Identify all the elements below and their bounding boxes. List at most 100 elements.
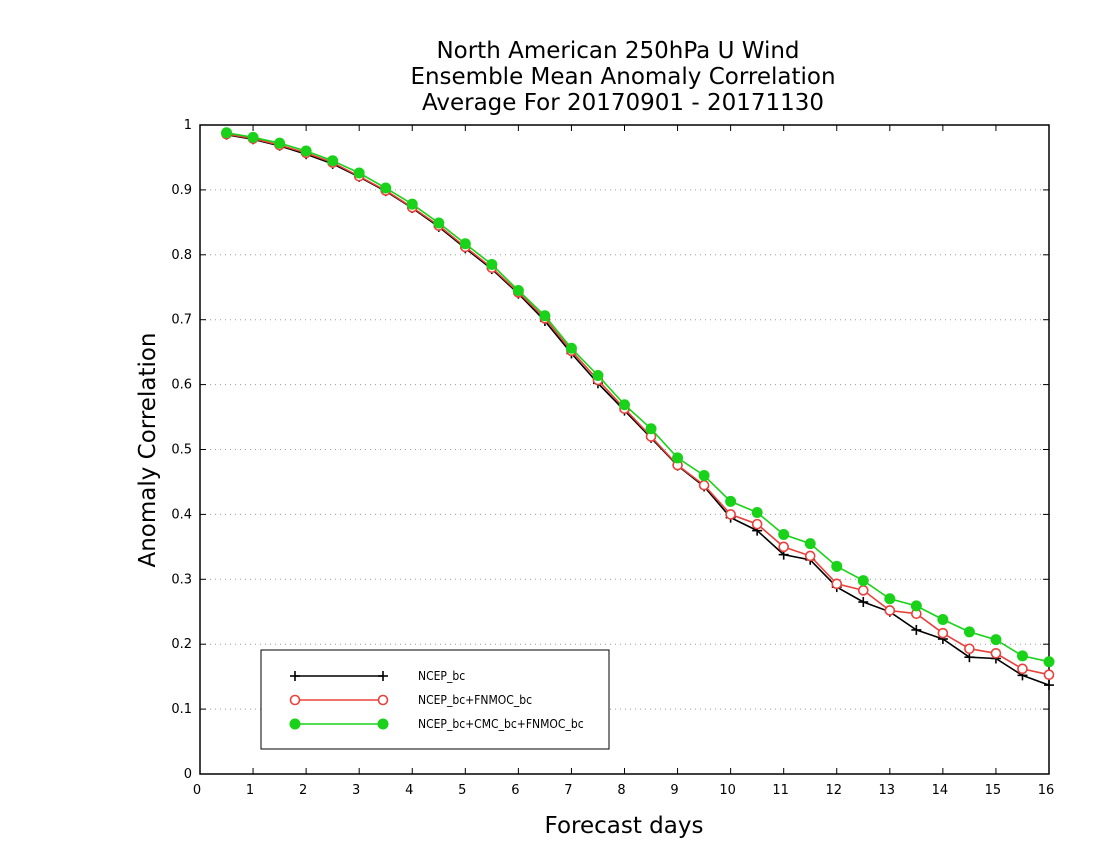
data-point <box>1043 669 1055 681</box>
data-point <box>857 575 869 587</box>
x-tick-label: 13 <box>879 783 896 798</box>
legend-entry: NCEP_bc+CMC_bc+FNMOC_bc <box>289 717 584 731</box>
x-tick-label: 1 <box>246 783 254 798</box>
legend-marker-start <box>289 694 301 706</box>
data-point <box>804 550 816 562</box>
x-tick-label: 15 <box>985 783 1002 798</box>
x-tick-label: 2 <box>299 783 307 798</box>
data-point <box>778 529 790 541</box>
y-tick-label: 0.1 <box>171 702 192 717</box>
data-point <box>990 634 1002 646</box>
chart-title: North American 250hPa U Wind Ensemble Me… <box>410 38 835 116</box>
data-point <box>300 145 312 157</box>
x-tick-label: 16 <box>1038 783 1055 798</box>
data-point <box>725 495 737 507</box>
y-tick-label: 0.4 <box>171 507 192 522</box>
legend-entry: NCEP_bc+FNMOC_bc <box>289 693 532 707</box>
data-point <box>858 597 869 608</box>
legend-entry: NCEP_bc <box>290 669 465 683</box>
data-point <box>619 399 630 411</box>
data-point <box>884 593 896 605</box>
y-tick-label: 0.6 <box>171 378 192 393</box>
y-axis-label: Anomaly Correlation <box>135 332 161 567</box>
legend-marker-end <box>377 694 389 706</box>
data-point <box>910 600 922 612</box>
legend-marker-start <box>290 671 300 681</box>
data-point <box>539 310 551 322</box>
legend-marker-end <box>377 718 389 730</box>
x-tick-label: 3 <box>352 783 360 798</box>
data-point <box>857 585 869 596</box>
data-point <box>1044 680 1054 691</box>
title-line-2: Ensemble Mean Anomaly Correlation <box>410 64 835 90</box>
y-tick-label: 0.5 <box>171 443 192 458</box>
data-point <box>831 560 843 572</box>
x-tick-label: 6 <box>511 783 519 798</box>
data-point <box>911 624 922 635</box>
data-point <box>1017 663 1028 675</box>
series-1 <box>221 128 1055 681</box>
x-tick-label: 12 <box>825 783 842 798</box>
title-line-1: North American 250hPa U Wind <box>436 38 799 64</box>
data-point <box>565 342 577 354</box>
data-point <box>963 626 975 638</box>
x-tick-label: 4 <box>405 783 413 798</box>
data-point <box>778 541 789 553</box>
legend-marker-end <box>378 671 388 681</box>
legend-label: NCEP_bc+CMC_bc+FNMOC_bc <box>418 717 584 731</box>
x-tick-label: 11 <box>772 783 789 798</box>
y-tick-label: 0.9 <box>171 183 192 198</box>
y-tick-label: 0.3 <box>171 572 192 587</box>
data-point <box>672 452 684 464</box>
legend-label: NCEP_bc+FNMOC_bc <box>418 693 532 707</box>
data-point <box>964 643 975 655</box>
y-tick-label: 1 <box>184 118 192 133</box>
data-point <box>406 198 418 210</box>
y-tick-label: 0.2 <box>171 637 192 652</box>
series-group <box>221 127 1055 691</box>
y-tick-label: 0.7 <box>171 313 192 328</box>
data-point <box>247 131 259 143</box>
data-point <box>486 259 498 271</box>
data-point <box>884 605 896 616</box>
data-point <box>221 127 233 139</box>
data-point <box>512 284 524 296</box>
data-point <box>804 538 816 550</box>
data-point <box>1016 650 1028 662</box>
series-line <box>226 132 1050 663</box>
data-point <box>751 518 763 530</box>
data-point <box>831 578 843 590</box>
x-tick-label: 0 <box>193 783 201 798</box>
data-point <box>937 614 949 626</box>
data-point <box>459 238 471 250</box>
series-line <box>226 133 1050 686</box>
data-point <box>433 217 445 229</box>
data-point <box>327 155 339 167</box>
series-line <box>226 133 1050 676</box>
y-tick-label: 0 <box>184 767 192 782</box>
x-tick-label: 10 <box>719 783 736 798</box>
data-point <box>698 479 710 491</box>
x-tick-label: 5 <box>458 783 466 798</box>
legend: NCEP_bc NCEP_bc+FNMOC_bc NCEP_bc+CMC_bc+FN… <box>260 649 610 750</box>
data-point <box>353 167 365 179</box>
data-point <box>937 627 949 639</box>
data-point <box>1043 656 1055 668</box>
title-line-3: Average For 20170901 - 20171130 <box>422 90 824 116</box>
x-axis-label: Forecast days <box>545 813 704 839</box>
data-point <box>751 506 763 518</box>
data-point <box>725 509 736 520</box>
series-2 <box>221 127 1055 668</box>
data-point <box>645 423 657 435</box>
x-tick-label: 14 <box>932 783 949 798</box>
data-point <box>592 370 604 382</box>
legend-marker-start <box>289 718 301 730</box>
series-0 <box>221 129 1054 691</box>
data-point <box>274 137 286 149</box>
data-point <box>990 647 1002 659</box>
y-tick-label: 0.8 <box>171 248 192 263</box>
data-point <box>380 182 392 194</box>
x-tick-label: 8 <box>617 783 625 798</box>
axis-ticks: 00.10.20.30.40.50.60.70.80.910 1 2 3 4 5 6 7 8 9 1… <box>171 118 1054 798</box>
